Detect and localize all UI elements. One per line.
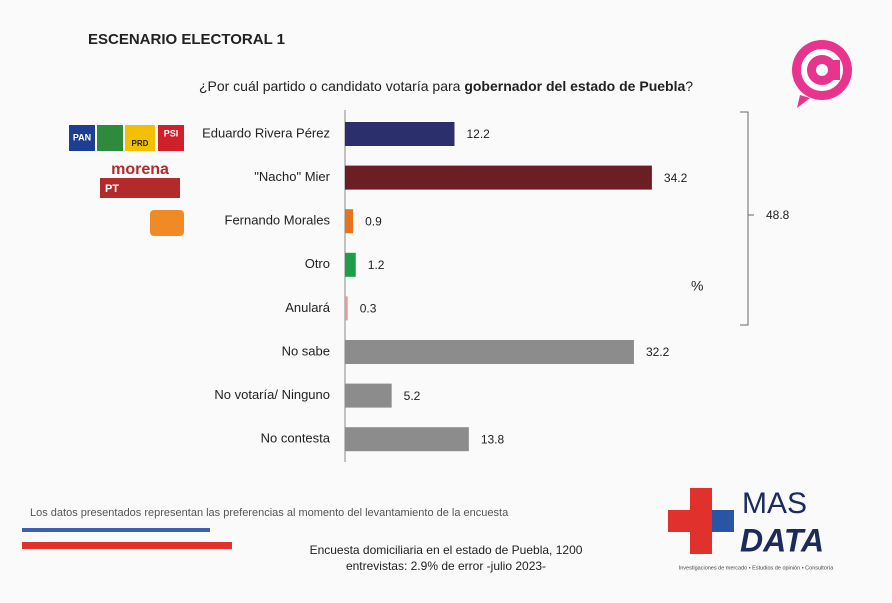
source: entrevistas: 2.9% de error -julio 2023-: [346, 559, 546, 573]
decor-line: [22, 528, 210, 532]
party-logo-text: PAN: [73, 132, 91, 142]
decor-line: [22, 542, 232, 549]
brand-logo: MAS DATA Investigaciones de mercado • Es…: [668, 487, 835, 571]
category-label: "Nacho" Mier: [254, 169, 330, 184]
footnote: Los datos presentados representan las pr…: [30, 507, 509, 519]
value-label: 34.2: [664, 171, 688, 185]
bar: [345, 252, 356, 277]
value-label: 13.8: [481, 432, 505, 446]
party-logo-text: PRD: [132, 139, 149, 148]
value-label: 12.2: [466, 127, 490, 141]
subtitle-part: gobernador del estado de Puebla: [464, 78, 685, 94]
party-logo-text: PT: [105, 183, 119, 195]
brand-icon: [792, 40, 852, 108]
bar: [345, 427, 469, 452]
party-logo-text: morena: [111, 161, 169, 178]
category-label: Anulará: [285, 300, 331, 315]
category-label: Fernando Morales: [225, 213, 331, 228]
annotation: %: [691, 278, 703, 294]
bar: [345, 340, 634, 364]
category-label: No contesta: [261, 431, 331, 446]
party-logo-text: PSI: [164, 128, 179, 138]
value-label: 0.3: [360, 302, 377, 316]
value-label: 1.2: [368, 258, 385, 272]
party-logos: PAN PRD PSI morena PT: [69, 125, 184, 236]
subtitle-part: ¿Por cuál partido o candidato votaría pa…: [199, 78, 464, 94]
source: Encuesta domiciliaria en el estado de Pu…: [310, 543, 583, 557]
value-label: 5.2: [404, 389, 421, 403]
bar: [345, 383, 392, 408]
chart-title: ESCENARIO ELECTORAL 1: [88, 31, 285, 48]
brand-name: DATA: [740, 522, 824, 558]
bar: [345, 209, 354, 234]
brand-name: MAS: [742, 487, 807, 520]
value-label: 32.2: [646, 345, 670, 359]
category-label: Eduardo Rivera Pérez: [202, 125, 330, 140]
category-label: No votaría/ Ninguno: [214, 387, 330, 402]
bar: [345, 296, 348, 321]
chart-subtitle: ¿Por cuál partido o candidato votaría pa…: [199, 78, 693, 94]
bar: [345, 165, 652, 190]
category-label: Otro: [305, 256, 330, 271]
value-label: 0.9: [365, 214, 382, 228]
annotation: 48.8: [766, 208, 790, 222]
subtitle-part: ?: [685, 78, 693, 94]
bracket: [740, 111, 754, 326]
brand-tagline: Investigaciones de mercado • Estudios de…: [679, 565, 835, 571]
bar: [345, 122, 455, 146]
category-label: No sabe: [282, 343, 330, 358]
